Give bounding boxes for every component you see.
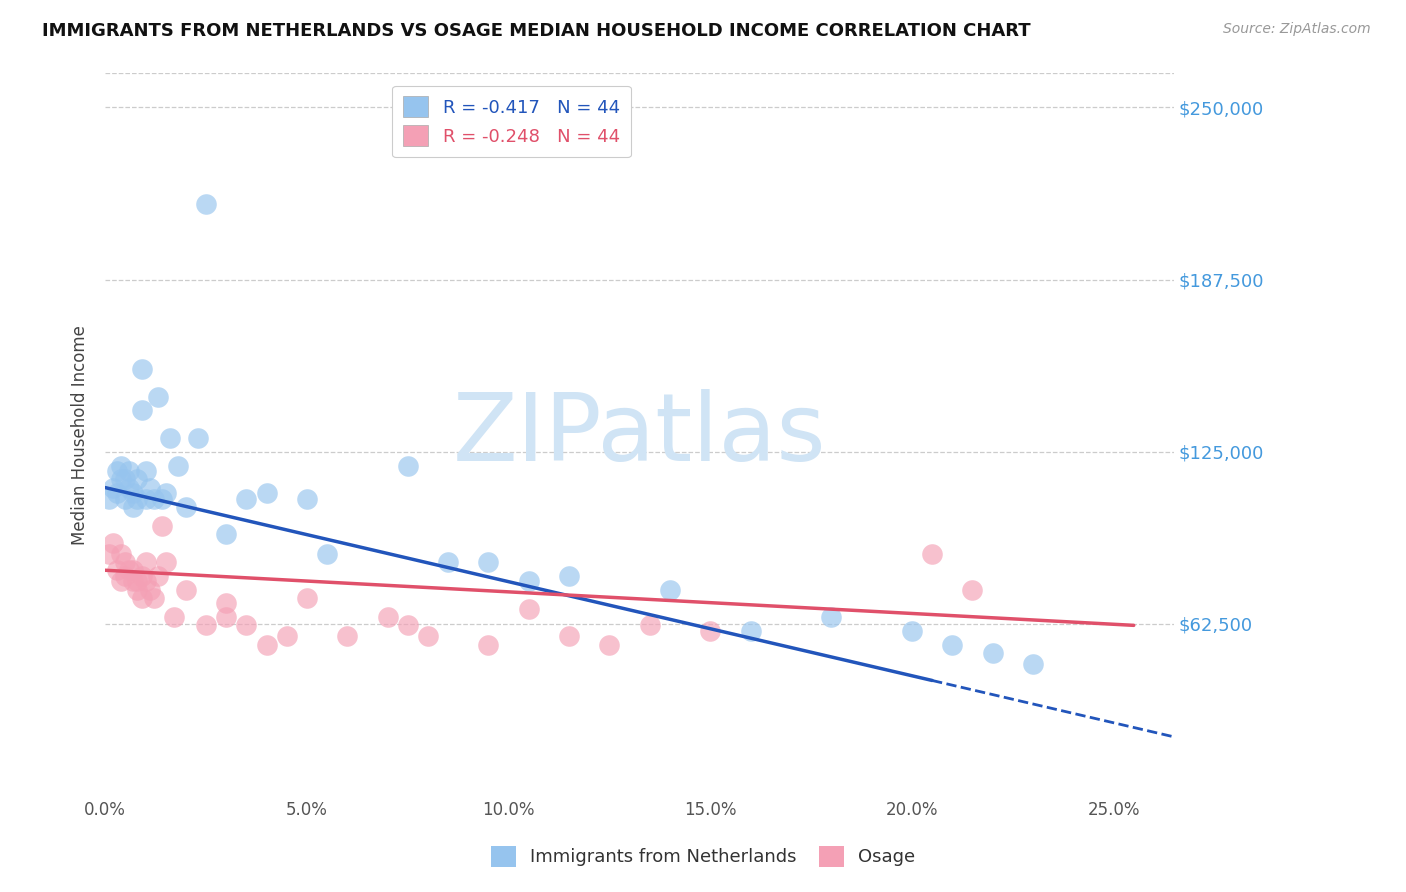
Point — [316, 547, 339, 561]
Point — [105, 464, 128, 478]
Point — [517, 602, 540, 616]
Point — [215, 610, 238, 624]
Point — [110, 472, 132, 486]
Y-axis label: Median Household Income: Median Household Income — [72, 325, 89, 544]
Point — [127, 582, 149, 597]
Point — [131, 403, 153, 417]
Point — [122, 574, 145, 589]
Point — [150, 519, 173, 533]
Point — [215, 596, 238, 610]
Point — [962, 582, 984, 597]
Point — [118, 563, 141, 577]
Point — [336, 629, 359, 643]
Point — [159, 431, 181, 445]
Point — [114, 555, 136, 569]
Point — [155, 555, 177, 569]
Point — [131, 362, 153, 376]
Point — [114, 472, 136, 486]
Point — [921, 547, 943, 561]
Point — [114, 568, 136, 582]
Text: IMMIGRANTS FROM NETHERLANDS VS OSAGE MEDIAN HOUSEHOLD INCOME CORRELATION CHART: IMMIGRANTS FROM NETHERLANDS VS OSAGE MED… — [42, 22, 1031, 40]
Point — [174, 500, 197, 514]
Point — [256, 486, 278, 500]
Point — [105, 486, 128, 500]
Point — [110, 458, 132, 473]
Point — [558, 568, 581, 582]
Point — [437, 555, 460, 569]
Point — [135, 555, 157, 569]
Point — [215, 527, 238, 541]
Point — [127, 472, 149, 486]
Point — [131, 591, 153, 605]
Point — [276, 629, 298, 643]
Point — [174, 582, 197, 597]
Point — [558, 629, 581, 643]
Point — [295, 591, 318, 605]
Point — [103, 481, 125, 495]
Point — [103, 535, 125, 549]
Point — [166, 458, 188, 473]
Point — [941, 638, 963, 652]
Point — [135, 491, 157, 506]
Point — [195, 618, 218, 632]
Point — [122, 563, 145, 577]
Point — [1022, 657, 1045, 671]
Point — [146, 568, 169, 582]
Legend: Immigrants from Netherlands, Osage: Immigrants from Netherlands, Osage — [484, 838, 922, 874]
Point — [187, 431, 209, 445]
Point — [105, 563, 128, 577]
Point — [155, 486, 177, 500]
Point — [135, 574, 157, 589]
Point — [138, 481, 160, 495]
Point — [131, 568, 153, 582]
Point — [377, 610, 399, 624]
Point — [98, 547, 121, 561]
Point — [658, 582, 681, 597]
Point — [98, 491, 121, 506]
Point — [142, 491, 165, 506]
Point — [477, 555, 499, 569]
Point — [127, 491, 149, 506]
Point — [122, 486, 145, 500]
Point — [981, 646, 1004, 660]
Point — [235, 491, 257, 506]
Point — [638, 618, 661, 632]
Point — [740, 624, 762, 638]
Point — [138, 582, 160, 597]
Point — [598, 638, 620, 652]
Point — [256, 638, 278, 652]
Point — [517, 574, 540, 589]
Point — [477, 638, 499, 652]
Point — [195, 197, 218, 211]
Point — [820, 610, 842, 624]
Point — [118, 481, 141, 495]
Point — [150, 491, 173, 506]
Point — [901, 624, 924, 638]
Point — [135, 464, 157, 478]
Point — [235, 618, 257, 632]
Point — [127, 574, 149, 589]
Point — [295, 491, 318, 506]
Point — [142, 591, 165, 605]
Point — [396, 618, 419, 632]
Text: ZIPatlas: ZIPatlas — [453, 389, 827, 481]
Point — [699, 624, 721, 638]
Point — [416, 629, 439, 643]
Point — [146, 390, 169, 404]
Point — [118, 464, 141, 478]
Point — [122, 500, 145, 514]
Text: Source: ZipAtlas.com: Source: ZipAtlas.com — [1223, 22, 1371, 37]
Point — [110, 574, 132, 589]
Point — [110, 547, 132, 561]
Point — [114, 491, 136, 506]
Point — [396, 458, 419, 473]
Point — [163, 610, 186, 624]
Legend: R = -0.417   N = 44, R = -0.248   N = 44: R = -0.417 N = 44, R = -0.248 N = 44 — [392, 86, 631, 157]
